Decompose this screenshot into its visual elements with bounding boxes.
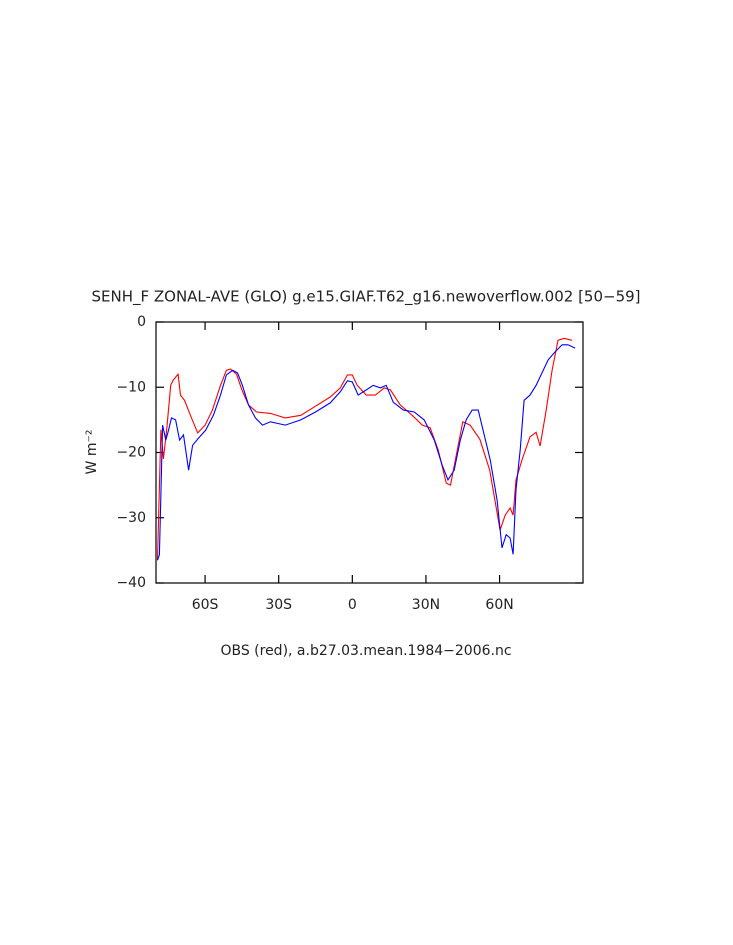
- x-tick-label: 0: [348, 597, 357, 613]
- x-axis-label: OBS (red), a.b27.03.mean.1984−2006.nc: [220, 643, 511, 659]
- y-tick-label: −10: [116, 379, 146, 395]
- data-line: [156, 337, 573, 561]
- plot-frame: [155, 321, 584, 584]
- y-axis-label: W m⁻²: [84, 430, 100, 475]
- y-tick-label: −30: [116, 510, 146, 526]
- x-tick-label: 60N: [485, 597, 513, 613]
- chart-title: SENH_F ZONAL-AVE (GLO) g.e15.GIAF.T62_g1…: [91, 288, 640, 307]
- y-tick-label: −40: [116, 575, 146, 591]
- y-tick-label: −20: [116, 445, 146, 461]
- data-line: [156, 344, 576, 561]
- x-tick-label: 60S: [192, 597, 219, 613]
- x-tick-label: 30S: [265, 597, 292, 613]
- x-tick-label: 30N: [412, 597, 440, 613]
- y-tick-label: 0: [137, 314, 146, 330]
